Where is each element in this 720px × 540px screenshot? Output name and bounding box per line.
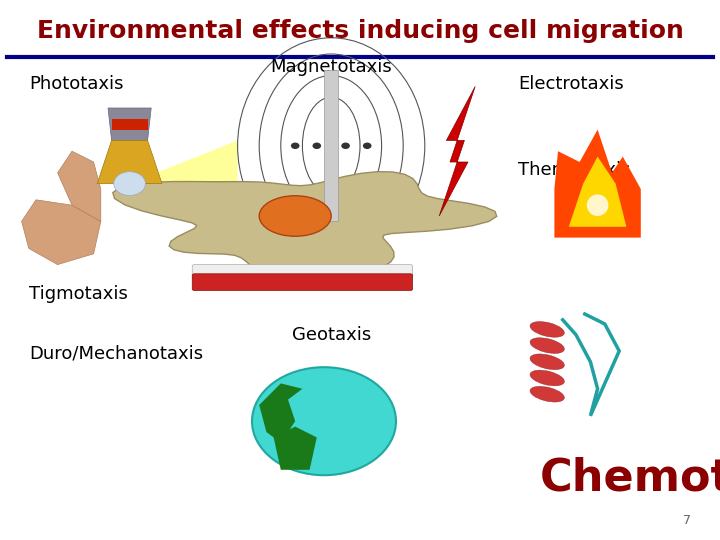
Text: Magnetotaxis: Magnetotaxis: [270, 58, 392, 77]
Polygon shape: [274, 427, 317, 470]
Polygon shape: [554, 130, 641, 238]
Text: Thermotaxis: Thermotaxis: [518, 161, 631, 179]
Ellipse shape: [530, 354, 564, 370]
Text: Chemotaxis: Chemotaxis: [540, 456, 720, 500]
Polygon shape: [113, 172, 497, 284]
Ellipse shape: [530, 321, 564, 338]
Text: Phototaxis: Phototaxis: [29, 75, 123, 93]
Text: Geotaxis: Geotaxis: [292, 326, 371, 344]
Ellipse shape: [530, 370, 564, 386]
Polygon shape: [58, 151, 101, 221]
Polygon shape: [439, 86, 475, 216]
Polygon shape: [108, 108, 151, 140]
Ellipse shape: [530, 338, 564, 354]
Polygon shape: [259, 383, 302, 443]
Polygon shape: [130, 140, 238, 248]
Polygon shape: [112, 119, 148, 130]
Polygon shape: [97, 140, 162, 184]
Circle shape: [252, 367, 396, 475]
Circle shape: [312, 143, 321, 149]
Polygon shape: [569, 157, 626, 227]
Text: Duro/Mechanotaxis: Duro/Mechanotaxis: [29, 345, 203, 363]
Circle shape: [114, 172, 145, 195]
FancyBboxPatch shape: [192, 265, 413, 280]
Ellipse shape: [259, 195, 331, 237]
Circle shape: [291, 143, 300, 149]
Text: Electrotaxis: Electrotaxis: [518, 75, 624, 93]
Text: 7: 7: [683, 514, 691, 526]
Polygon shape: [324, 70, 338, 221]
Ellipse shape: [587, 194, 608, 216]
Ellipse shape: [530, 386, 564, 402]
Polygon shape: [22, 200, 101, 265]
Circle shape: [363, 143, 372, 149]
FancyBboxPatch shape: [192, 274, 413, 291]
Circle shape: [341, 143, 350, 149]
Text: Tigmotaxis: Tigmotaxis: [29, 285, 127, 303]
Text: Environmental effects inducing cell migration: Environmental effects inducing cell migr…: [37, 19, 683, 43]
